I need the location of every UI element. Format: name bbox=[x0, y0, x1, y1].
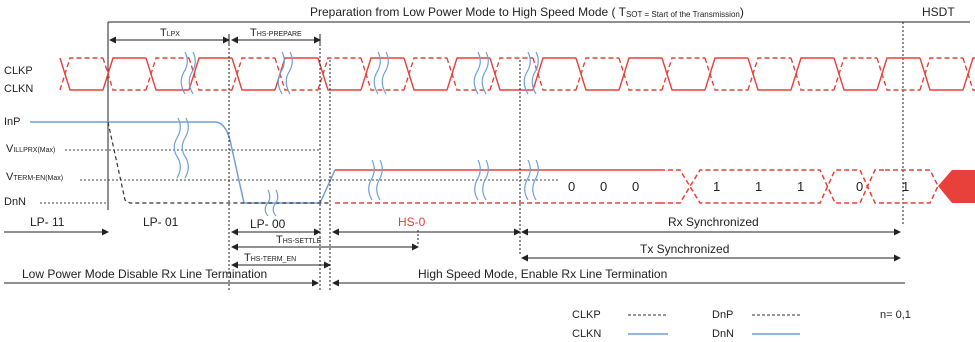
bit-0: 0 bbox=[568, 179, 575, 194]
dnn-trace bbox=[107, 121, 330, 204]
clkp-trace bbox=[59, 57, 975, 91]
bit-5: 1 bbox=[797, 179, 804, 194]
vterm-label: VTERM-EN(Max) bbox=[6, 171, 63, 183]
high-speed-mode-label: High Speed Mode, Enable Rx Line Terminat… bbox=[418, 267, 667, 281]
legend-dnp-label: DnP bbox=[712, 309, 733, 321]
hs0-label: HS-0 bbox=[398, 215, 426, 229]
bit-4: 1 bbox=[755, 179, 762, 194]
low-power-mode-label: Low Power Mode Disable Rx Line Terminati… bbox=[22, 267, 267, 281]
clock-break-mark bbox=[481, 51, 489, 95]
clock-break-mark bbox=[285, 51, 293, 95]
bit-7: 1 bbox=[902, 179, 909, 194]
clock-break-mark bbox=[473, 51, 481, 95]
clock-break-mark bbox=[180, 51, 188, 95]
lp00-label: LP- 00 bbox=[250, 217, 286, 231]
legend-dnn-label: DnN bbox=[712, 328, 734, 340]
clkn-label: CLKN bbox=[4, 83, 33, 95]
clock-break-mark bbox=[523, 51, 531, 95]
clkn-trace bbox=[59, 57, 975, 91]
preparation-title: Preparation from Low Power Mode to High … bbox=[310, 5, 744, 19]
clock-break-marks bbox=[180, 51, 539, 95]
clock-break-mark bbox=[381, 51, 389, 95]
lp11-label: LP- 11 bbox=[30, 215, 65, 229]
ths-term-en-label: THS-TERM_EN bbox=[244, 252, 296, 264]
bit-2: 0 bbox=[632, 179, 639, 194]
lp01-label: LP- 01 bbox=[143, 215, 179, 229]
clock-break-mark bbox=[531, 51, 539, 95]
ths-prepare-label: THS-PREPARE bbox=[250, 27, 302, 39]
tx-sync-label: Tx Synchronized bbox=[640, 242, 729, 256]
inp-label: InP bbox=[4, 116, 21, 128]
data-break-marks bbox=[173, 117, 279, 217]
clock-lane bbox=[59, 57, 975, 91]
preparation-bracket bbox=[107, 21, 970, 225]
hs-data-burst bbox=[938, 170, 975, 203]
legend: CLKP CLKN DnP DnN n= 0,1 bbox=[572, 309, 911, 340]
legend-clkp-label: CLKP bbox=[572, 309, 601, 321]
clock-break-mark bbox=[373, 51, 381, 95]
rx-sync-label: Rx Synchronized bbox=[668, 215, 759, 229]
clkp-label: CLKP bbox=[4, 65, 33, 77]
bit-3: 1 bbox=[713, 179, 720, 194]
inp-trace bbox=[30, 121, 336, 204]
dnn-label: DnN bbox=[4, 196, 26, 208]
legend-n-note: n= 0,1 bbox=[880, 309, 911, 321]
ths-settle-label: THS-SETTLE bbox=[276, 234, 322, 246]
bit-1: 0 bbox=[600, 179, 607, 194]
clock-break-mark bbox=[277, 51, 285, 95]
legend-clkn-label: CLKN bbox=[572, 328, 601, 340]
clock-break-mark bbox=[188, 51, 196, 95]
tlpx-label: TLPX bbox=[160, 27, 180, 39]
vilprx-label: VILLPRX(Max) bbox=[6, 143, 55, 155]
bit-6: 0 bbox=[856, 179, 863, 194]
hs-data-lines bbox=[335, 159, 975, 204]
hsdt-label: HSDT bbox=[922, 5, 955, 19]
